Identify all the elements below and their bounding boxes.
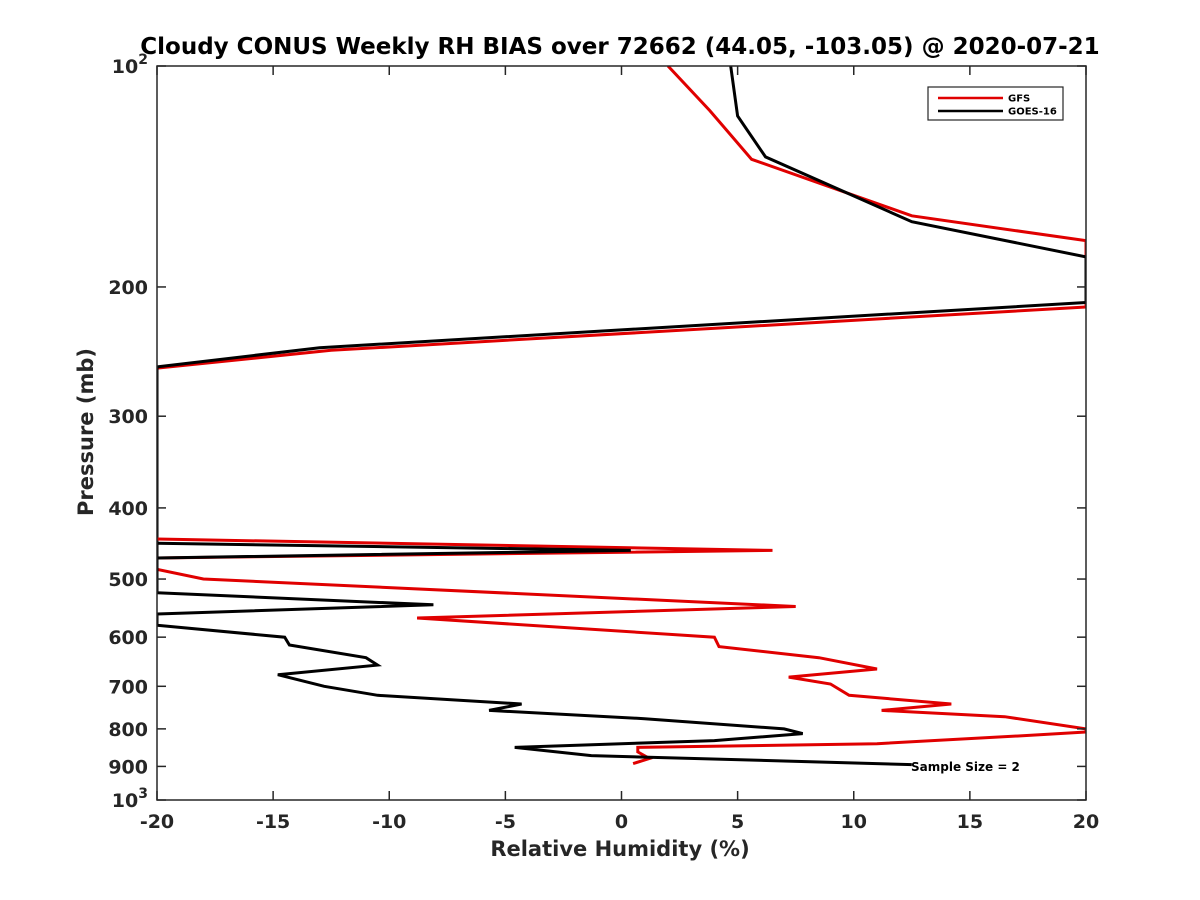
x-tick-label: -20 bbox=[140, 811, 174, 833]
y-tick-label: 103 bbox=[112, 786, 148, 812]
y-tick-label: 500 bbox=[108, 569, 148, 591]
series-line-goes-16 bbox=[157, 66, 1086, 767]
x-tick-label: 5 bbox=[731, 811, 744, 833]
y-tick-label: 800 bbox=[108, 719, 148, 741]
x-tick-label: -10 bbox=[372, 811, 406, 833]
x-tick-label: -5 bbox=[495, 811, 516, 833]
x-tick-label: 0 bbox=[615, 811, 628, 833]
y-tick-label: 300 bbox=[108, 406, 148, 428]
legend-label: GOES-16 bbox=[1008, 107, 1057, 118]
y-axis-label: Pressure (mb) bbox=[74, 348, 98, 516]
y-tick-label: 900 bbox=[108, 756, 148, 778]
x-tick-label: 10 bbox=[841, 811, 867, 833]
y-tick-label: 200 bbox=[108, 277, 148, 299]
y-tick-label: 700 bbox=[108, 676, 148, 698]
legend-label: GFS bbox=[1008, 94, 1030, 105]
legend-items: GFS GOES-16 bbox=[938, 94, 1057, 118]
y-axis: 102 200 300 400 500 600 700 800 900 103 bbox=[108, 52, 1086, 812]
x-tick-label: 15 bbox=[957, 811, 983, 833]
plot-area bbox=[156, 65, 1087, 801]
x-axis-label: Relative Humidity (%) bbox=[490, 837, 749, 861]
y-tick-label: 600 bbox=[108, 627, 148, 649]
sample-size-annotation: Sample Size = 2 bbox=[911, 760, 1020, 774]
y-tick-label: 102 bbox=[112, 52, 148, 78]
series-line-gfs bbox=[157, 66, 1086, 766]
y-tick-label: 400 bbox=[108, 498, 148, 520]
x-tick-label: -15 bbox=[256, 811, 290, 833]
legend: GFS GOES-16 bbox=[927, 86, 1064, 121]
chart-title: Cloudy CONUS Weekly RH BIAS over 72662 (… bbox=[140, 34, 1099, 60]
x-axis: -20 -15 -10 -5 0 5 10 15 20 bbox=[140, 66, 1099, 833]
series-line-segment-3 bbox=[157, 541, 631, 560]
x-tick-label: 20 bbox=[1073, 811, 1099, 833]
series-layer bbox=[157, 66, 1086, 767]
legend-box bbox=[927, 86, 1064, 121]
